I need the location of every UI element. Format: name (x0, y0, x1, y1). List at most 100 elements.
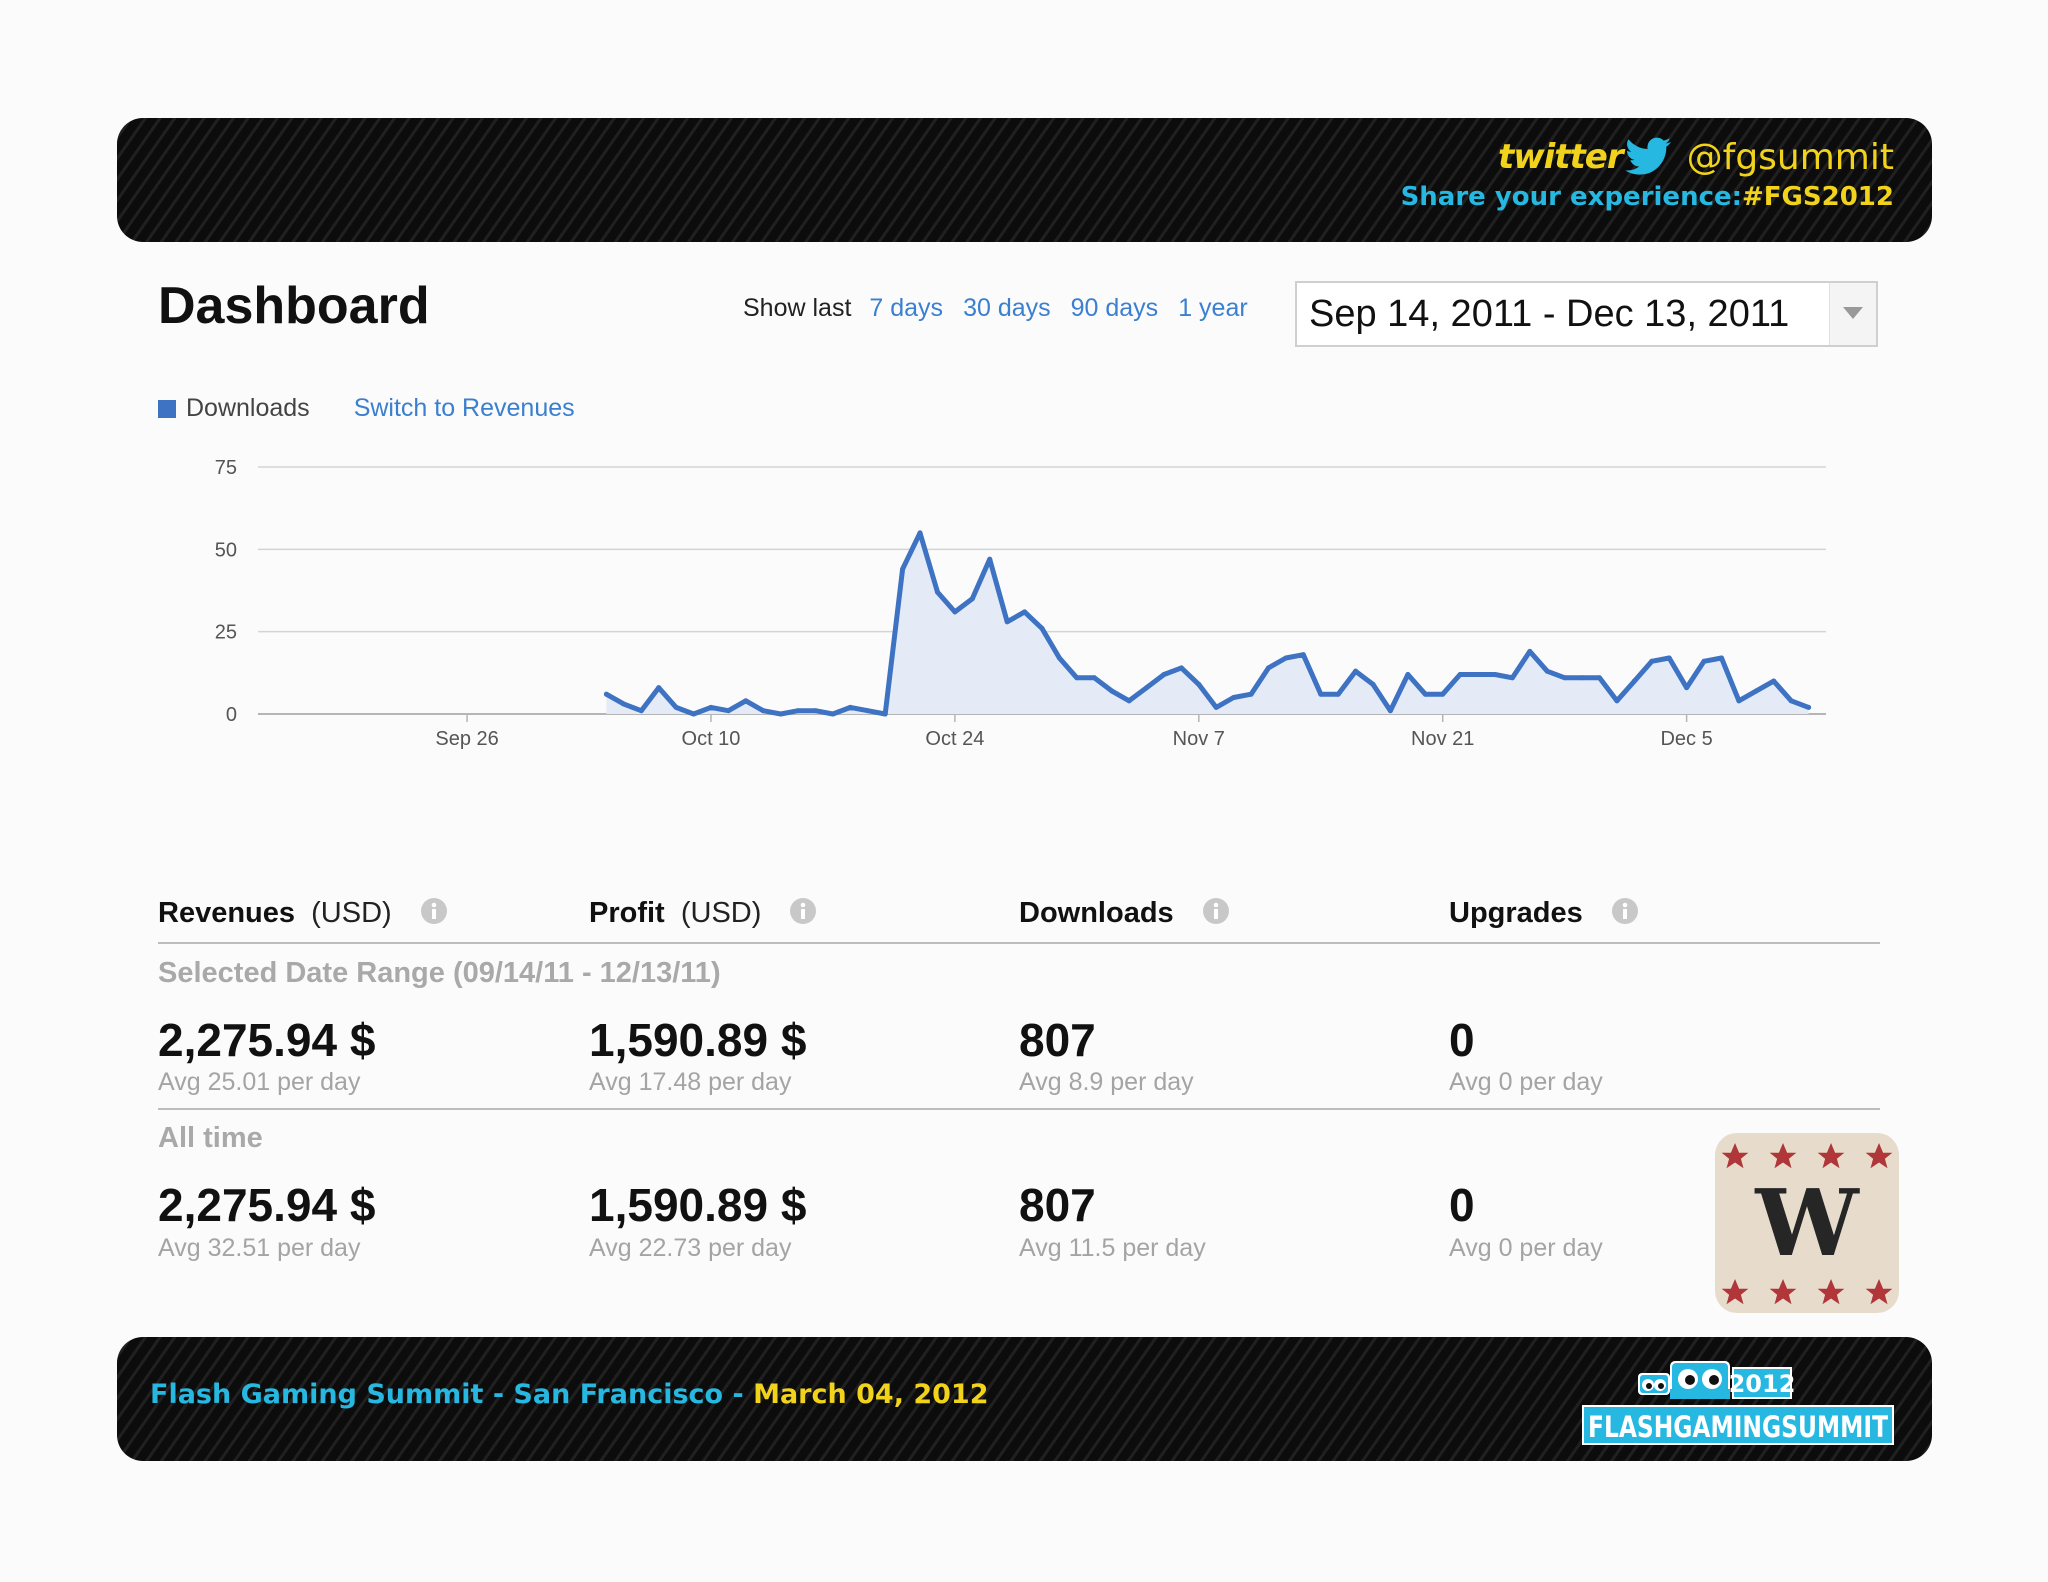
revenues-value: 2,275.94 $ (158, 1014, 376, 1066)
data-point (1614, 698, 1620, 704)
game-badge-icon: W (1715, 1133, 1899, 1313)
data-point (638, 708, 644, 714)
range-link-7-days[interactable]: 7 days (869, 294, 944, 322)
revenues-alltime-avg: Avg 32.51 per day (158, 1234, 361, 1262)
stats-header-upgrades: Upgrades (1449, 897, 1639, 930)
data-point (1039, 625, 1045, 631)
selected-range-label: Selected Date Range (09/14/11 - 12/13/11… (158, 957, 721, 989)
data-point (1353, 668, 1359, 674)
data-point (1457, 671, 1463, 677)
data-point (882, 711, 888, 717)
data-point (1109, 688, 1115, 694)
data-point (1701, 658, 1707, 664)
data-point (1283, 655, 1289, 661)
data-point (900, 566, 906, 572)
data-point (1649, 658, 1655, 664)
data-point (1422, 691, 1428, 697)
data-point (830, 711, 836, 717)
header-banner: twitter @fgsummit Share your experience:… (117, 118, 1932, 242)
page-title: Dashboard (158, 277, 430, 335)
date-range-dropdown-button[interactable] (1829, 283, 1876, 345)
data-point (1178, 665, 1184, 671)
data-point (1631, 678, 1637, 684)
info-icon[interactable] (1611, 897, 1639, 925)
x-tick-label: Sep 26 (435, 728, 498, 750)
data-point (760, 708, 766, 714)
data-point (1597, 675, 1603, 681)
footer-event-text: Flash Gaming Summit - San Francisco - Ma… (150, 1379, 989, 1410)
x-tick-label: Oct 24 (925, 728, 984, 750)
flash-gaming-summit-logo: 2012 FLASHGAMINGSUMMIT (1582, 1361, 1894, 1445)
data-point (1370, 681, 1376, 687)
data-point (725, 708, 731, 714)
data-point (847, 704, 853, 710)
x-tick-label: Oct 10 (682, 728, 741, 750)
share-line: Share your experience:#FGS2012 (1401, 182, 1894, 212)
stats-header-profit: Profit (USD) (589, 897, 817, 930)
data-point (1405, 671, 1411, 677)
upgrades-value: 0 (1449, 1014, 1475, 1066)
twitter-line: twitter @fgsummit (1498, 134, 1894, 180)
show-last-label: Show last (743, 294, 852, 322)
data-point (865, 708, 871, 714)
data-point (1300, 652, 1306, 658)
data-point (1527, 648, 1533, 654)
info-icon[interactable] (1202, 897, 1230, 925)
divider (158, 942, 1880, 944)
date-range-picker[interactable]: Sep 14, 2011 - Dec 13, 2011 (1295, 281, 1878, 347)
info-icon[interactable] (789, 897, 817, 925)
stats-header-downloads: Downloads (1019, 897, 1230, 930)
data-point (1684, 685, 1690, 691)
data-point (1579, 675, 1585, 681)
data-point (743, 698, 749, 704)
data-point (1475, 671, 1481, 677)
stats-header-revenues: Revenues (USD) (158, 897, 448, 930)
downloads-value: 807 (1019, 1014, 1096, 1066)
chevron-down-icon (1843, 307, 1863, 319)
twitter-bird-icon (1624, 137, 1671, 175)
series-area (606, 532, 1809, 714)
data-point (1091, 675, 1097, 681)
downloads-avg: Avg 8.9 per day (1019, 1068, 1194, 1096)
revenues-avg: Avg 25.01 per day (158, 1068, 361, 1096)
data-point (1318, 691, 1324, 697)
twitter-wordmark: twitter (1497, 137, 1624, 177)
data-point (1196, 681, 1202, 687)
profit-avg: Avg 17.48 per day (589, 1068, 792, 1096)
footer-banner: Flash Gaming Summit - San Francisco - Ma… (117, 1337, 1932, 1461)
footer-event: Flash Gaming Summit - San Francisco - (150, 1379, 754, 1410)
x-tick-label: Nov 7 (1173, 728, 1225, 750)
chart-legend: Downloads Switch to Revenues (158, 394, 575, 423)
downloads-chart: 0 25 50 75 Sep 26 Oct 10 Oct 24 Nov 7 Nov 21 Dec … (215, 457, 1826, 750)
data-point (778, 711, 784, 717)
data-point (1126, 698, 1132, 704)
data-point (1771, 678, 1777, 684)
data-point (1718, 655, 1724, 661)
switch-to-revenues-link[interactable]: Switch to Revenues (353, 394, 575, 422)
series-line (603, 530, 1812, 717)
data-point (603, 691, 609, 697)
data-point (1144, 685, 1150, 691)
data-point (691, 711, 697, 717)
data-point (1788, 698, 1794, 704)
info-icon[interactable] (420, 897, 448, 925)
data-point (1544, 668, 1550, 674)
y-tick-label: 0 (226, 704, 237, 726)
data-point (1736, 698, 1742, 704)
data-point (1562, 675, 1568, 681)
data-point (1753, 688, 1759, 694)
all-time-label: All time (158, 1122, 263, 1154)
range-link-90-days[interactable]: 90 days (1070, 294, 1159, 322)
downloads-alltime-value: 807 (1019, 1179, 1096, 1231)
data-point (1213, 704, 1219, 710)
data-point (621, 701, 627, 707)
y-tick-label: 25 (215, 622, 237, 644)
upgrades-alltime-avg: Avg 0 per day (1449, 1234, 1603, 1262)
range-link-1-year[interactable]: 1 year (1178, 294, 1248, 322)
x-tick-label: Dec 5 (1660, 728, 1712, 750)
data-point (1492, 671, 1498, 677)
twitter-handle: @fgsummit (1686, 136, 1894, 178)
range-link-30-days[interactable]: 30 days (963, 294, 1051, 322)
hashtag: #FGS2012 (1742, 182, 1894, 212)
data-point (708, 704, 714, 710)
